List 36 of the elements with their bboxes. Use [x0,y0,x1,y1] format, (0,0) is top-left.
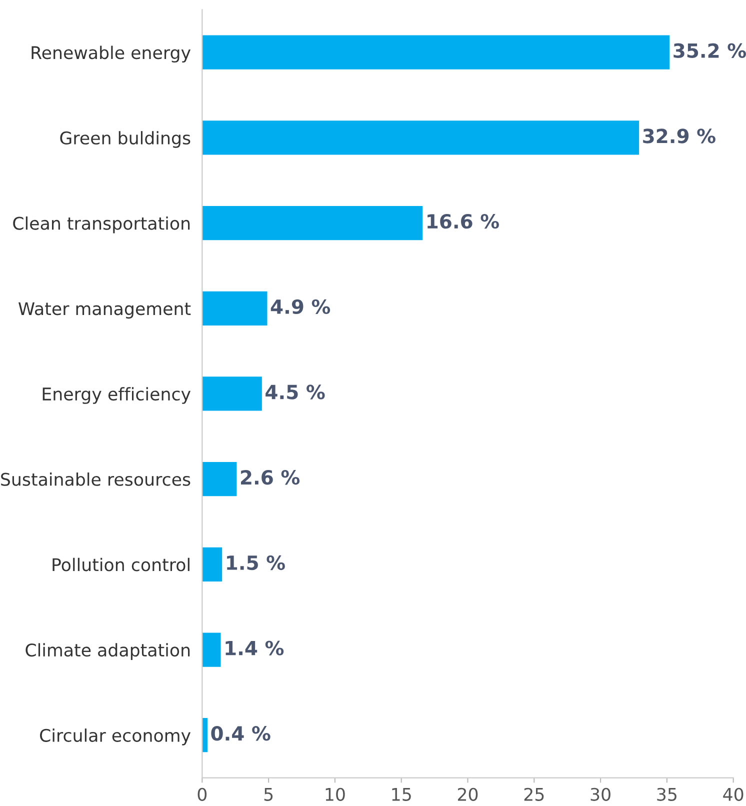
bar [202,547,222,582]
bar [202,632,221,667]
data-label: 4.5 % [266,384,325,400]
x-tick-label: 0 [198,788,207,801]
data-label: 2.6 % [241,470,300,485]
data-label: 16.6 % [428,214,499,229]
data-label: 1.4 % [226,640,284,656]
x-tick-label: 15 [392,788,411,801]
bar [202,206,423,240]
data-label: 32.9 % [643,128,716,144]
data-label: 35.2 % [674,43,746,58]
y-tick-label: Renewable energy [32,46,191,63]
y-tick-label: Water management [18,302,191,319]
y-tick-label: Sustainable resources [1,472,190,486]
y-tick-label: Energy efficiency [42,387,191,404]
x-tick-label: 25 [524,788,544,801]
data-label: 4.9 % [270,299,330,314]
bar [202,376,262,411]
bar [202,462,237,496]
x-tick-label: 20 [458,788,478,801]
bar [202,718,208,752]
x-tick-label: 30 [590,788,610,801]
bar [202,120,640,155]
y-tick-label: Circular economy [40,728,191,746]
data-label: 1.5 % [227,555,285,570]
y-tick-label: Pollution control [52,558,190,572]
y-tick-label: Climate adaptation [26,643,190,660]
x-tick-label: 10 [326,788,345,801]
data-label: 0.4 % [211,726,270,741]
y-tick-label: Clean transportation [13,216,190,234]
bar [202,291,268,326]
bar [202,35,670,70]
x-tick-label: 40 [723,788,744,801]
x-tick-label: 35 [657,788,676,801]
x-tick-label: 5 [264,788,273,801]
y-tick-label: Green buldings [60,131,190,148]
